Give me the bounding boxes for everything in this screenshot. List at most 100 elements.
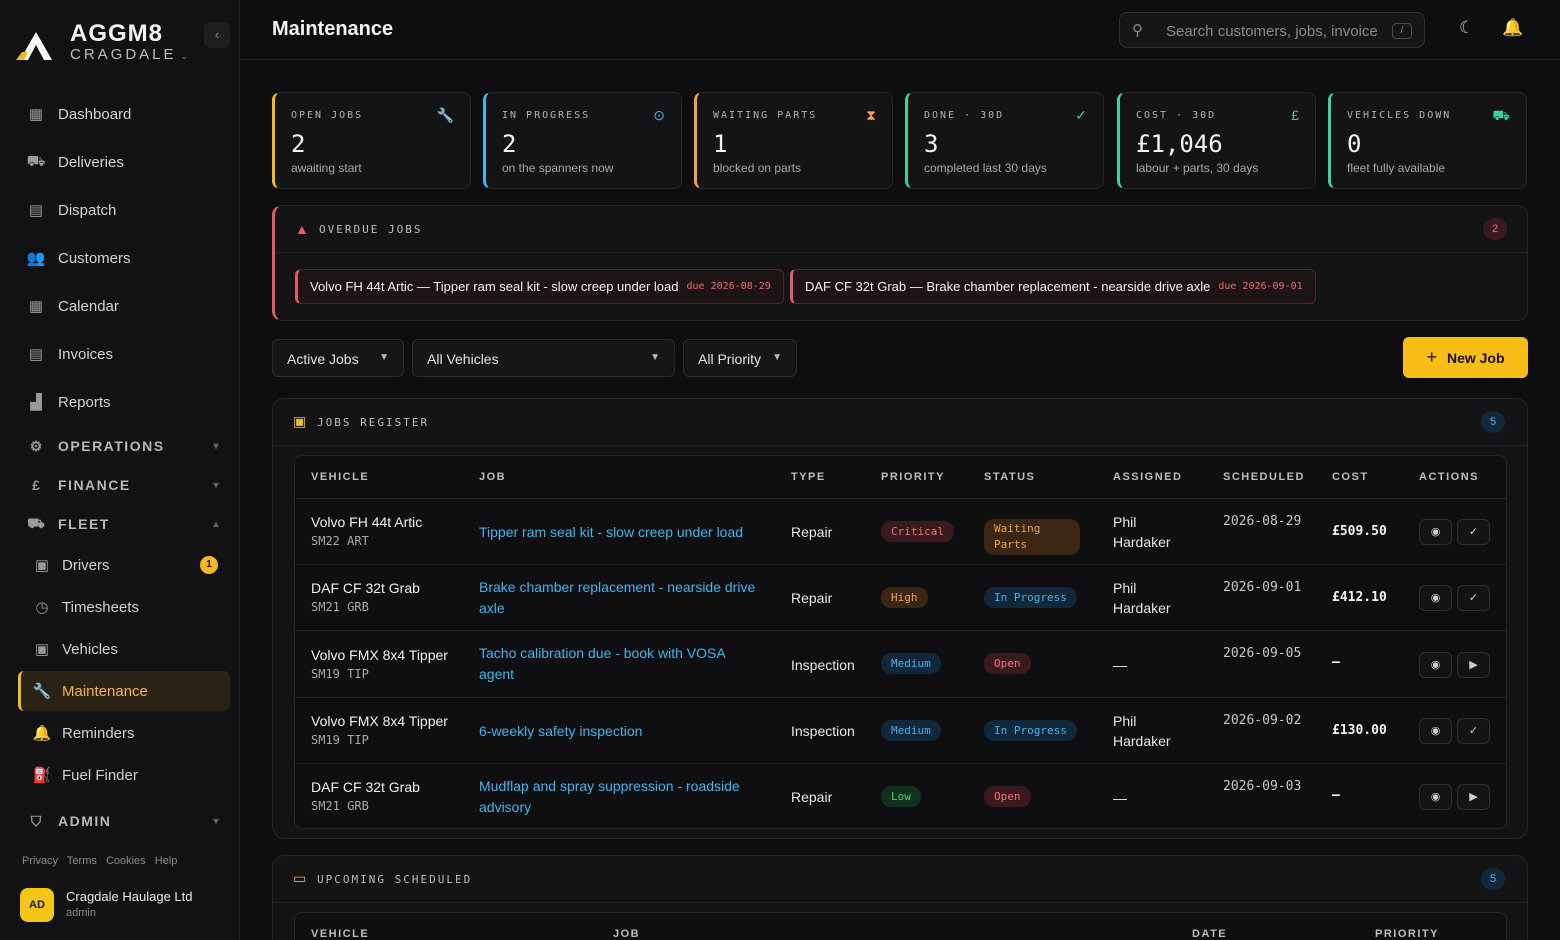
section-admin[interactable]: ⛉ ADMIN ▾ bbox=[18, 803, 230, 839]
section-fleet[interactable]: ⛟ FLEET ▴ bbox=[18, 506, 230, 542]
scheduled-date: 2026-09-02 bbox=[1223, 713, 1302, 728]
col-type[interactable]: TYPE bbox=[791, 471, 826, 483]
section-operations[interactable]: ⚙ OPERATIONS ▾ bbox=[18, 428, 230, 464]
nav-reports[interactable]: ▟ Reports bbox=[18, 382, 230, 422]
user-menu[interactable]: AD Cragdale Haulage Ltd admin bbox=[20, 886, 230, 926]
nav-invoices[interactable]: ▤ Invoices bbox=[18, 334, 230, 374]
view-button[interactable]: ◉ bbox=[1419, 652, 1452, 678]
check-icon: ✓ bbox=[1468, 526, 1479, 538]
search-box[interactable]: ⚲ / bbox=[1119, 12, 1425, 48]
nav-label: Dispatch bbox=[58, 201, 117, 219]
jobs-register-panel: ▣ JOBS REGISTER 5 VEHICLE JOB TYPE PRIOR… bbox=[272, 398, 1528, 839]
table-row[interactable]: Volvo FMX 8x4 Tipper SM19 TIP 6-weekly sa… bbox=[295, 698, 1506, 764]
job-link[interactable]: Tipper ram seal kit - slow creep under l… bbox=[479, 524, 744, 540]
priority-badge: Medium bbox=[881, 720, 941, 741]
col-status[interactable]: STATUS bbox=[984, 471, 1036, 483]
vehicle-icon: ▣ bbox=[34, 641, 50, 658]
priority-filter[interactable]: All Priority ▼ bbox=[683, 339, 797, 377]
dashboard-icon: ▦ bbox=[28, 106, 44, 123]
job-cost: £509.50 bbox=[1332, 524, 1387, 539]
divider bbox=[295, 498, 1506, 499]
view-button[interactable]: ◉ bbox=[1419, 519, 1452, 545]
col-cost[interactable]: COST bbox=[1332, 471, 1369, 483]
col-scheduled[interactable]: SCHEDULED bbox=[1223, 471, 1305, 483]
stat-value: £1,046 bbox=[1136, 130, 1223, 158]
search-input[interactable] bbox=[1166, 21, 1378, 41]
col-job[interactable]: JOB bbox=[613, 928, 641, 940]
overdue-item[interactable]: Volvo FH 44t Artic — Tipper ram seal kit… bbox=[295, 269, 784, 304]
moon-icon[interactable]: ☾ bbox=[1459, 18, 1475, 37]
brand-sub[interactable]: CRAGDALE ⌄ bbox=[70, 46, 188, 63]
job-cost: £130.00 bbox=[1332, 723, 1387, 738]
view-button[interactable]: ◉ bbox=[1419, 718, 1452, 744]
stat-desc: labour + parts, 30 days bbox=[1136, 161, 1259, 175]
stat-value: 2 bbox=[502, 130, 517, 158]
brand-name: AGGM8 bbox=[70, 20, 164, 47]
invoice-icon: ▤ bbox=[28, 346, 44, 363]
complete-button[interactable]: ✓ bbox=[1457, 585, 1490, 611]
privacy-link[interactable]: Privacy bbox=[22, 855, 59, 867]
nav-dashboard[interactable]: ▦ Dashboard bbox=[18, 94, 230, 134]
complete-button[interactable]: ✓ bbox=[1457, 718, 1490, 744]
nav-calendar[interactable]: ▦ Calendar bbox=[18, 286, 230, 326]
nav-vehicles[interactable]: ▣ Vehicles bbox=[18, 629, 230, 669]
job-cost: – bbox=[1332, 788, 1340, 803]
eye-icon: ◉ bbox=[1430, 725, 1441, 737]
nav-label: Calendar bbox=[58, 297, 119, 315]
job-link[interactable]: Mudflap and spray suppression - roadside… bbox=[479, 778, 740, 815]
vehicle-filter[interactable]: All Vehicles ▼ bbox=[412, 339, 675, 377]
view-button[interactable]: ◉ bbox=[1419, 585, 1452, 611]
job-link[interactable]: Brake chamber replacement - nearside dri… bbox=[479, 579, 756, 616]
col-assigned[interactable]: ASSIGNED bbox=[1113, 471, 1183, 483]
nav-maintenance[interactable]: 🔧 Maintenance bbox=[18, 671, 230, 711]
brand[interactable]: AGGM8 CRAGDALE ⌄ bbox=[14, 18, 234, 68]
priority-cell: Low bbox=[881, 786, 921, 807]
status-filter[interactable]: Active Jobs ▼ bbox=[272, 339, 404, 377]
col-job[interactable]: JOB bbox=[479, 471, 507, 483]
chevron-left-icon: ‹ bbox=[214, 27, 220, 42]
stat-value: 3 bbox=[924, 130, 939, 158]
table-row[interactable]: DAF CF 32t Grab SM21 GRB Brake chamber re… bbox=[295, 565, 1506, 631]
job-link[interactable]: Tacho calibration due - book with VOSA a… bbox=[479, 645, 725, 682]
nav-dispatch[interactable]: ▤ Dispatch bbox=[18, 190, 230, 230]
complete-button[interactable]: ✓ bbox=[1457, 519, 1490, 545]
nav-customers[interactable]: 👥 Customers bbox=[18, 238, 230, 278]
nav-fuel-finder[interactable]: ⛽ Fuel Finder bbox=[18, 755, 230, 795]
overdue-item-text: DAF CF 32t Grab — Brake chamber replacem… bbox=[805, 279, 1211, 294]
check-icon: ✓ bbox=[1468, 592, 1479, 604]
col-priority[interactable]: PRIORITY bbox=[881, 471, 945, 483]
nav-drivers[interactable]: ▣ Drivers 1 bbox=[18, 545, 230, 585]
job-type: Repair bbox=[791, 789, 833, 805]
view-button[interactable]: ◉ bbox=[1419, 784, 1452, 810]
priority-cell: Medium bbox=[881, 653, 941, 674]
nav-timesheets[interactable]: ◷ Timesheets bbox=[18, 587, 230, 627]
cookies-link[interactable]: Cookies bbox=[105, 855, 146, 867]
help-link[interactable]: Help bbox=[154, 855, 178, 867]
start-button[interactable]: ▶ bbox=[1457, 652, 1490, 678]
job-link[interactable]: 6-weekly safety inspection bbox=[479, 723, 643, 739]
avatar: AD bbox=[20, 888, 54, 922]
vehicle-name: DAF CF 32t Grab bbox=[311, 580, 420, 596]
nav-deliveries[interactable]: ⛟ Deliveries bbox=[18, 142, 230, 182]
new-job-button[interactable]: + New Job bbox=[1403, 337, 1528, 378]
assigned-to: — bbox=[1113, 657, 1127, 673]
stat-vehicles-down: VEHICLES DOWN ⛟ 0 fleet fully available bbox=[1328, 92, 1527, 189]
table-row[interactable]: DAF CF 32t Grab SM21 GRB Mudflap and spra… bbox=[295, 764, 1506, 830]
chevron-down-icon: ▾ bbox=[213, 440, 220, 452]
table-row[interactable]: Volvo FH 44t Artic SM22 ART Tipper ram se… bbox=[295, 499, 1506, 565]
bell-icon[interactable]: 🔔 bbox=[1502, 18, 1524, 37]
terms-link[interactable]: Terms bbox=[66, 855, 97, 867]
col-date[interactable]: DATE bbox=[1192, 928, 1228, 940]
status-cell: In Progress bbox=[984, 720, 1077, 741]
nav-reminders[interactable]: 🔔 Reminders bbox=[18, 713, 230, 753]
clock-icon: ◷ bbox=[35, 599, 49, 616]
col-vehicle[interactable]: VEHICLE bbox=[311, 928, 370, 940]
collapse-sidebar-button[interactable]: ‹ bbox=[204, 22, 230, 48]
section-finance[interactable]: £ FINANCE ▾ bbox=[18, 467, 230, 503]
start-button[interactable]: ▶ bbox=[1457, 784, 1490, 810]
table-row[interactable]: Volvo FMX 8x4 Tipper SM19 TIP Tacho calib… bbox=[295, 631, 1506, 698]
overdue-item[interactable]: DAF CF 32t Grab — Brake chamber replacem… bbox=[790, 269, 1316, 304]
col-vehicle[interactable]: VEHICLE bbox=[311, 471, 370, 483]
col-priority[interactable]: PRIORITY bbox=[1375, 928, 1439, 940]
vehicle-reg: SM22 ART bbox=[311, 534, 369, 548]
